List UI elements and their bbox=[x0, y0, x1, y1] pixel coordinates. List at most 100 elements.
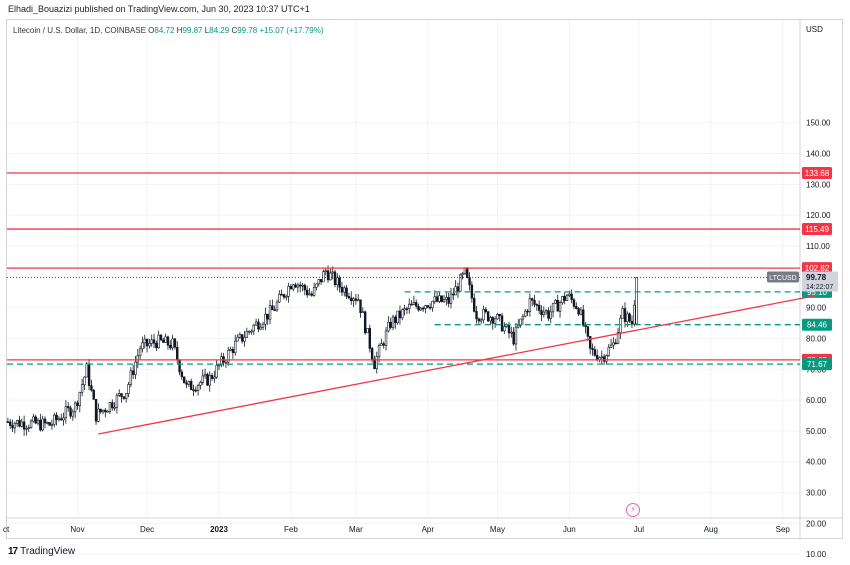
candle-body bbox=[73, 402, 77, 413]
candle-body bbox=[489, 317, 492, 322]
candle-body bbox=[208, 375, 211, 386]
candle-body bbox=[403, 308, 406, 311]
candle-body bbox=[215, 364, 218, 378]
candle-body bbox=[600, 356, 604, 359]
candle-body bbox=[329, 272, 332, 281]
lightning-clock-icon[interactable]: ⚡ bbox=[626, 503, 640, 517]
y-tick-label: 120.00 bbox=[806, 211, 831, 220]
candle-body bbox=[254, 321, 258, 326]
ascending-trendline bbox=[98, 294, 818, 435]
price-level-label: 71.67 bbox=[807, 360, 828, 369]
candle-body bbox=[491, 317, 494, 324]
last-price-badge bbox=[802, 271, 838, 292]
candle-body bbox=[352, 298, 355, 301]
candle-body bbox=[521, 315, 525, 320]
candle-body bbox=[354, 298, 358, 301]
price-level-label: 102.82 bbox=[805, 264, 830, 273]
candle-body bbox=[125, 393, 128, 399]
candle-body bbox=[34, 416, 37, 424]
candle-body bbox=[468, 277, 471, 286]
candle-body bbox=[39, 419, 42, 431]
candle-body bbox=[517, 325, 520, 328]
candle-body bbox=[577, 308, 580, 315]
last-price-value: 99.78 bbox=[806, 273, 827, 282]
candle-body bbox=[71, 411, 75, 417]
candle-body bbox=[484, 309, 487, 312]
candle-body bbox=[586, 326, 590, 337]
candle-body bbox=[438, 295, 441, 302]
candle-body bbox=[108, 402, 112, 412]
candle-body bbox=[373, 358, 376, 370]
candle-body bbox=[621, 308, 624, 319]
candle-body bbox=[94, 399, 98, 422]
candle-body bbox=[338, 277, 341, 288]
candle-body bbox=[278, 293, 281, 303]
candle-body bbox=[87, 363, 91, 386]
candle-body bbox=[535, 304, 539, 306]
candle-body bbox=[394, 316, 397, 323]
candle-body bbox=[199, 382, 202, 386]
price-level-label: 84.46 bbox=[807, 321, 828, 330]
candle-body bbox=[547, 310, 550, 319]
candle-body bbox=[405, 308, 409, 310]
candle-body bbox=[57, 418, 61, 421]
candle-body bbox=[141, 342, 144, 350]
candle-body bbox=[605, 355, 608, 362]
candle-body bbox=[210, 375, 214, 379]
candle-body bbox=[461, 273, 464, 276]
candle-body bbox=[78, 391, 82, 406]
symbol-badge-label: LTCUSD bbox=[769, 275, 796, 282]
candle-body bbox=[305, 289, 309, 296]
candle-body bbox=[97, 408, 100, 422]
candle-body bbox=[602, 356, 606, 362]
candle-body bbox=[243, 337, 246, 342]
candle-body bbox=[616, 332, 620, 344]
candle-body bbox=[368, 328, 371, 349]
candle-body bbox=[375, 356, 378, 370]
candle-body bbox=[48, 422, 51, 426]
candle-body bbox=[264, 313, 267, 325]
candle-body bbox=[408, 303, 411, 309]
candle-body bbox=[396, 310, 399, 323]
candle-body bbox=[470, 284, 474, 299]
candle-body bbox=[363, 311, 367, 334]
close-label: C bbox=[231, 26, 238, 35]
candle-body bbox=[551, 302, 555, 313]
candle-body bbox=[150, 339, 153, 344]
x-tick-label: Dec bbox=[140, 525, 154, 534]
candle-body bbox=[507, 324, 511, 334]
candle-body bbox=[90, 385, 93, 391]
candle-body bbox=[359, 299, 362, 313]
candle-body bbox=[419, 307, 423, 311]
candle-body bbox=[533, 300, 536, 305]
candle-body bbox=[101, 409, 105, 413]
candle-body bbox=[104, 409, 107, 413]
tradingview-logo[interactable]: 17 TradingView bbox=[8, 546, 75, 557]
candle-body bbox=[22, 421, 26, 430]
candle-body bbox=[241, 334, 244, 342]
candle-body bbox=[189, 380, 193, 391]
candle-body bbox=[635, 277, 638, 325]
candle-body bbox=[252, 324, 255, 332]
low-value: 84.29 bbox=[209, 26, 230, 35]
candle-body bbox=[310, 293, 313, 296]
candle-body bbox=[482, 309, 485, 321]
candle-body bbox=[298, 284, 302, 287]
y-tick-label: 130.00 bbox=[806, 180, 831, 189]
candle-body bbox=[294, 284, 297, 288]
y-tick-label: 40.00 bbox=[806, 458, 827, 467]
candle-body bbox=[414, 302, 418, 307]
countdown-label: 14:22:07 bbox=[806, 284, 833, 291]
candle-body bbox=[477, 318, 481, 322]
candle-body bbox=[99, 408, 102, 413]
candle-body bbox=[9, 421, 12, 426]
candle-body bbox=[384, 330, 388, 346]
candle-body bbox=[315, 283, 318, 288]
candle-body bbox=[514, 326, 518, 345]
candle-body bbox=[496, 314, 499, 320]
candle-body bbox=[612, 342, 615, 346]
candle-body bbox=[326, 270, 330, 281]
candle-body bbox=[466, 267, 469, 278]
candle-body bbox=[486, 311, 490, 322]
